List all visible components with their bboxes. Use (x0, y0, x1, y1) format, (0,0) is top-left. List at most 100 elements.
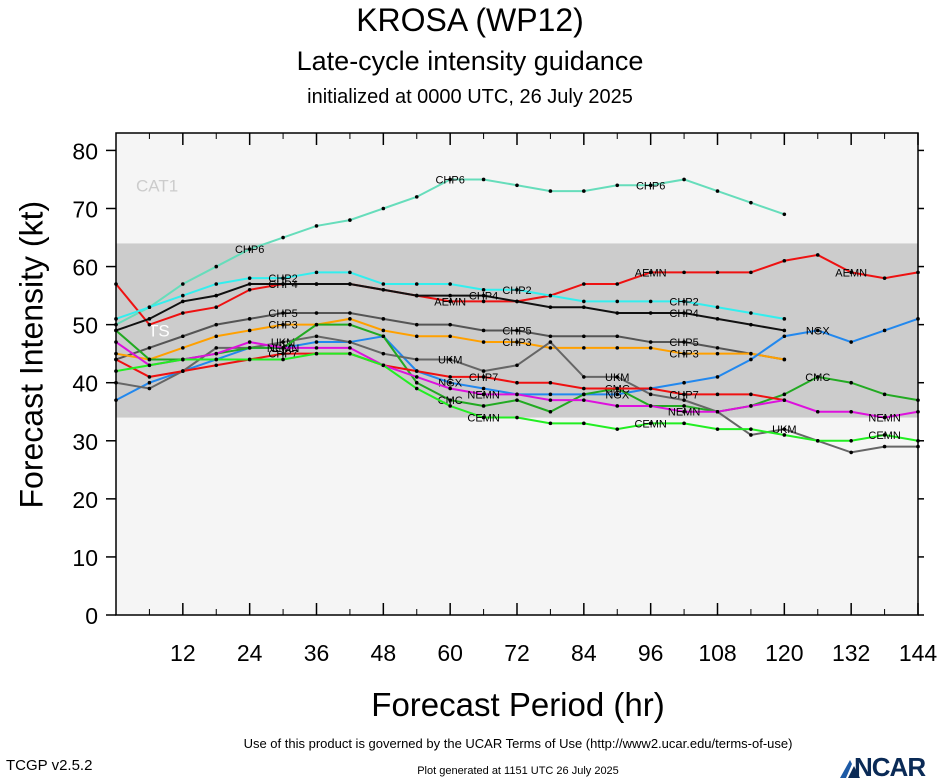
series-label-cemn: CEMN (868, 430, 900, 442)
data-point-aemn (181, 311, 185, 315)
x-tick-label: 72 (504, 640, 530, 666)
data-point-chp2 (481, 287, 486, 292)
series-label-nemn: NEMN (467, 389, 499, 401)
data-point-chp5 (682, 340, 686, 344)
series-label-chp4: CHP4 (669, 308, 698, 320)
data-point-chp3 (381, 328, 386, 333)
series-label-cmc: CMC (805, 372, 830, 384)
data-point-chp2 (715, 305, 720, 310)
data-point-chp6 (615, 183, 620, 188)
x-tick-label: 60 (437, 640, 463, 666)
data-point-chp6 (715, 189, 720, 193)
data-point-chp2 (749, 311, 753, 315)
series-label-chp2: CHP2 (502, 285, 531, 297)
data-point-ukm (314, 334, 319, 339)
data-point-ukm (147, 386, 152, 391)
data-point-chp5 (515, 328, 519, 333)
data-point-chp5 (247, 317, 252, 321)
data-point-chp7 (147, 375, 152, 379)
series-label-ngx: NGX (806, 325, 831, 337)
series-label-cemn: CEMN (634, 418, 666, 430)
data-point-chp2 (515, 287, 519, 292)
data-point-aemn (448, 299, 452, 304)
data-point-cmc (815, 375, 820, 379)
data-point-ngx (715, 375, 720, 379)
data-point-cemn (448, 404, 452, 408)
data-point-chp7 (715, 392, 720, 397)
data-point-ukm (214, 346, 219, 350)
data-point-chp6 (548, 189, 553, 193)
data-point-cemn (281, 357, 285, 362)
y-tick-label: 60 (72, 255, 98, 281)
data-point-chp6 (381, 206, 386, 211)
data-point-cemn (147, 363, 152, 368)
series-label-chp3: CHP3 (669, 349, 698, 361)
data-point-cemn (582, 421, 586, 426)
data-point-cmc (849, 380, 853, 385)
band-label-cat1: CAT1 (136, 176, 178, 195)
data-point-chp4 (314, 282, 319, 286)
data-point-chp4 (448, 293, 452, 298)
data-point-aemn (849, 270, 853, 275)
data-point-chp6 (582, 189, 586, 193)
x-tick-label: 84 (571, 640, 597, 666)
data-point-nemn (247, 340, 252, 344)
series-label-chp7: CHP7 (469, 372, 498, 384)
data-point-cmc (147, 357, 152, 362)
data-point-aemn (582, 282, 586, 286)
data-point-cmc (515, 398, 519, 402)
data-point-cemn (782, 433, 787, 437)
data-point-aemn (682, 270, 686, 275)
data-point-ukm (348, 340, 352, 344)
data-point-cemn (682, 421, 686, 426)
series-label-aemn: AEMN (835, 267, 867, 279)
data-point-aemn (247, 287, 252, 292)
data-point-cemn (214, 357, 219, 362)
generated-timestamp: Plot generated at 1151 UTC 26 July 2025 (417, 765, 619, 777)
data-point-nemn (314, 346, 319, 350)
data-point-aemn (214, 305, 219, 310)
data-point-chp4 (749, 322, 753, 327)
data-point-chp3 (281, 322, 285, 327)
data-point-ngx (448, 380, 452, 385)
series-label-chp3: CHP3 (502, 337, 531, 349)
data-point-cmc (481, 404, 486, 408)
data-point-chp5 (481, 328, 486, 333)
terms-of-use-link[interactable]: Use of this product is governed by the U… (243, 736, 793, 751)
chart-subtitle: Late-cycle intensity guidance (296, 46, 644, 76)
series-label-nemn: NEMN (868, 413, 900, 425)
x-tick-label: 24 (237, 640, 263, 666)
data-point-chp3 (247, 328, 252, 333)
data-point-chp4 (582, 305, 586, 310)
x-tick-label: 48 (371, 640, 397, 666)
data-point-chp2 (414, 282, 419, 286)
data-point-chp2 (247, 276, 252, 280)
data-point-chp2 (582, 299, 586, 304)
data-point-ngx (782, 334, 787, 339)
x-tick-label: 132 (832, 640, 870, 666)
data-point-chp7 (548, 380, 553, 385)
data-point-chp5 (147, 346, 152, 350)
data-point-chp2 (448, 282, 452, 286)
data-point-cmc (582, 392, 586, 397)
data-point-chp4 (715, 317, 720, 321)
data-point-chp5 (348, 311, 352, 315)
data-point-chp5 (414, 322, 419, 327)
y-tick-label: 70 (72, 196, 98, 222)
data-point-chp3 (481, 340, 486, 344)
data-point-cmc (782, 392, 787, 397)
x-tick-label: 108 (698, 640, 736, 666)
data-point-chp2 (782, 317, 787, 321)
x-tick-label: 12 (170, 640, 196, 666)
data-point-chp6 (281, 235, 285, 240)
data-point-cemn (314, 351, 319, 356)
data-point-cemn (348, 351, 352, 356)
data-point-chp4 (414, 293, 419, 298)
data-point-nemn (749, 404, 753, 408)
data-point-chp4 (348, 282, 352, 286)
data-point-chp2 (648, 299, 653, 304)
data-point-chp5 (548, 334, 553, 339)
data-point-chp3 (582, 346, 586, 350)
data-point-chp6 (247, 247, 252, 251)
data-point-cemn (481, 415, 486, 420)
